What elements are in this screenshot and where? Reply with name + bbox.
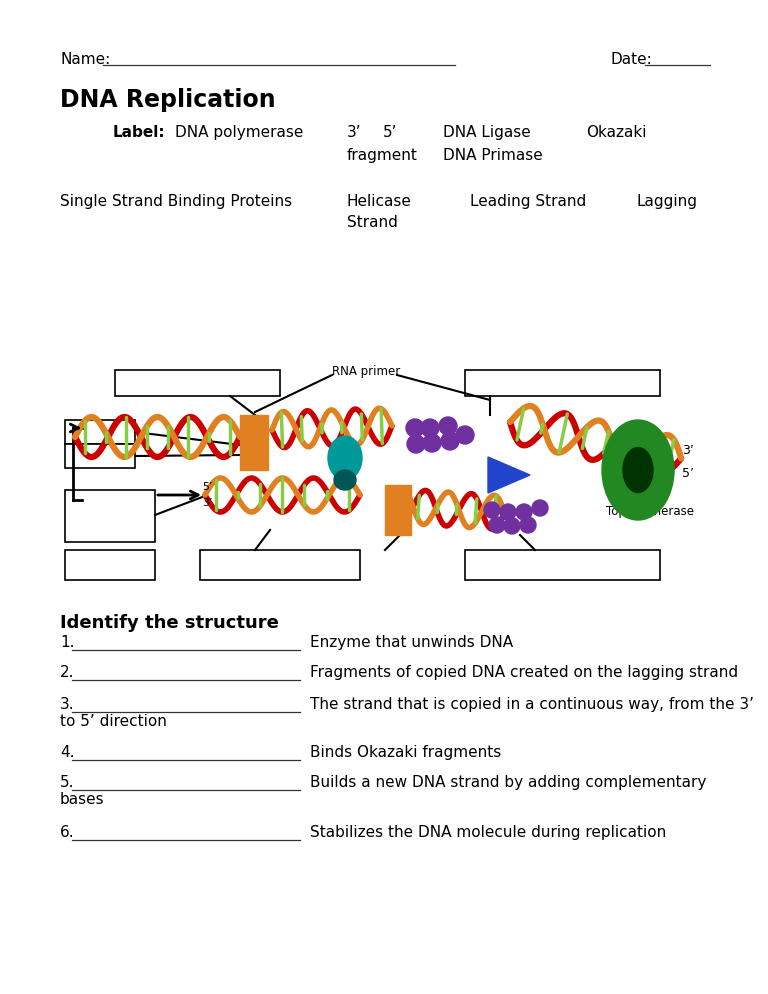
Text: Helicase: Helicase bbox=[347, 194, 412, 209]
Text: Fragments of copied DNA created on the lagging strand: Fragments of copied DNA created on the l… bbox=[310, 665, 738, 680]
Text: bases: bases bbox=[60, 792, 104, 807]
Text: Strand: Strand bbox=[347, 215, 398, 230]
Text: 6.: 6. bbox=[60, 825, 74, 840]
Circle shape bbox=[500, 504, 516, 520]
Text: 3’: 3’ bbox=[682, 444, 694, 457]
Circle shape bbox=[421, 419, 439, 437]
Bar bbox=[65, 444, 135, 468]
Text: Enzyme that unwinds DNA: Enzyme that unwinds DNA bbox=[310, 635, 513, 650]
Text: Date:: Date: bbox=[610, 52, 652, 67]
Text: 4.: 4. bbox=[60, 745, 74, 760]
Bar bbox=[65, 550, 155, 580]
Circle shape bbox=[489, 517, 505, 533]
Bar bbox=[385, 485, 411, 535]
Circle shape bbox=[406, 419, 424, 437]
Text: The strand that is copied in a continuous way, from the 3’: The strand that is copied in a continuou… bbox=[310, 697, 754, 712]
Ellipse shape bbox=[328, 436, 362, 480]
Text: Okazaki: Okazaki bbox=[586, 125, 647, 140]
Text: 5’: 5’ bbox=[682, 467, 694, 480]
Text: Builds a new DNA strand by adding complementary: Builds a new DNA strand by adding comple… bbox=[310, 775, 707, 790]
Circle shape bbox=[504, 518, 520, 534]
Circle shape bbox=[423, 434, 441, 452]
Bar bbox=[200, 550, 360, 580]
Circle shape bbox=[520, 517, 536, 533]
Text: DNA Primase: DNA Primase bbox=[443, 148, 543, 163]
Text: Binds Okazaki fragments: Binds Okazaki fragments bbox=[310, 745, 502, 760]
Ellipse shape bbox=[623, 447, 653, 492]
Circle shape bbox=[484, 502, 500, 518]
Ellipse shape bbox=[334, 470, 356, 490]
Ellipse shape bbox=[602, 420, 674, 520]
Text: Topoisomerase: Topoisomerase bbox=[606, 505, 694, 518]
Bar bbox=[240, 415, 268, 470]
Text: 3’: 3’ bbox=[202, 498, 213, 508]
Circle shape bbox=[516, 504, 532, 520]
Text: Leading Strand: Leading Strand bbox=[470, 194, 586, 209]
Text: Identify the structure: Identify the structure bbox=[60, 614, 279, 632]
Circle shape bbox=[407, 435, 425, 453]
Bar bbox=[115, 370, 280, 396]
Circle shape bbox=[532, 500, 548, 516]
Text: 5’: 5’ bbox=[383, 125, 398, 140]
Text: 3’: 3’ bbox=[347, 125, 362, 140]
Text: fragment: fragment bbox=[347, 148, 418, 163]
Polygon shape bbox=[488, 457, 530, 493]
Bar bbox=[465, 550, 660, 580]
Text: Label:: Label: bbox=[113, 125, 166, 140]
Bar bbox=[465, 370, 660, 396]
Text: 5’: 5’ bbox=[202, 482, 213, 492]
Circle shape bbox=[439, 417, 457, 435]
Text: DNA Ligase: DNA Ligase bbox=[443, 125, 531, 140]
Text: Lagging: Lagging bbox=[636, 194, 697, 209]
Text: 3.: 3. bbox=[60, 697, 74, 712]
Bar bbox=[65, 420, 135, 444]
Text: 5.: 5. bbox=[60, 775, 74, 790]
Text: RNA primer: RNA primer bbox=[332, 365, 400, 378]
Text: 2.: 2. bbox=[60, 665, 74, 680]
Text: DNA Replication: DNA Replication bbox=[60, 88, 276, 112]
Text: 1.: 1. bbox=[60, 635, 74, 650]
Circle shape bbox=[441, 432, 459, 450]
Text: Name:: Name: bbox=[60, 52, 111, 67]
Text: Stabilizes the DNA molecule during replication: Stabilizes the DNA molecule during repli… bbox=[310, 825, 667, 840]
Text: Single Strand Binding Proteins: Single Strand Binding Proteins bbox=[60, 194, 292, 209]
Text: to 5’ direction: to 5’ direction bbox=[60, 714, 167, 729]
Circle shape bbox=[456, 426, 474, 444]
Text: DNA polymerase: DNA polymerase bbox=[175, 125, 303, 140]
Bar bbox=[65, 490, 155, 542]
